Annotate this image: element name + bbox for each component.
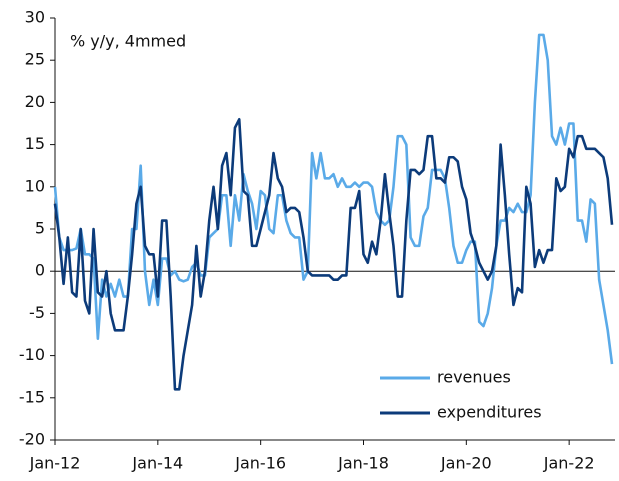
legend-label: expenditures bbox=[437, 403, 542, 422]
y-tick-label: 5 bbox=[35, 219, 45, 238]
series-line bbox=[53, 117, 614, 391]
x-tick-label: Jan-20 bbox=[440, 454, 492, 473]
y-tick-label: 15 bbox=[25, 134, 45, 153]
x-tick-label: Jan-18 bbox=[337, 454, 389, 473]
y-tick-label: -15 bbox=[19, 387, 45, 406]
y-tick-label: -20 bbox=[19, 430, 45, 449]
x-tick-label: Jan-12 bbox=[29, 454, 81, 473]
x-tick-label: Jan-14 bbox=[131, 454, 183, 473]
annotation: % y/y, 4mmed bbox=[70, 32, 186, 51]
legend-label: revenues bbox=[437, 368, 511, 387]
x-tick-label: Jan-16 bbox=[234, 454, 286, 473]
y-tick-label: 25 bbox=[25, 50, 45, 69]
y-tick-label: 0 bbox=[35, 261, 45, 280]
y-tick-label: -5 bbox=[29, 303, 45, 322]
y-tick-label: 20 bbox=[25, 92, 45, 111]
y-tick-label: -10 bbox=[19, 345, 45, 364]
series-line bbox=[53, 33, 614, 365]
y-tick-label: 30 bbox=[25, 8, 45, 27]
y-tick-label: 10 bbox=[25, 176, 45, 195]
x-tick-label: Jan-22 bbox=[543, 454, 595, 473]
